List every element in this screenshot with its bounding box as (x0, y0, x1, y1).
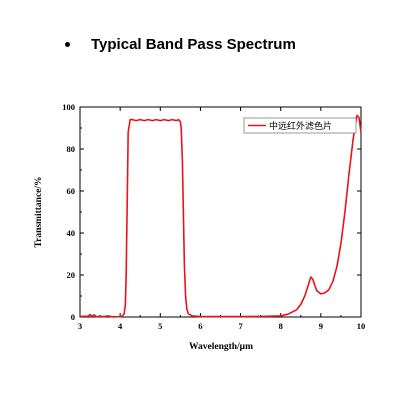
x-tick-label: 7 (238, 321, 243, 331)
series-line (79, 114, 362, 318)
y-axis-title: Transmittance/% (34, 176, 44, 247)
x-tick-label: 4 (118, 321, 123, 331)
x-tick-label: 6 (198, 321, 202, 331)
y-tick-label: 0 (71, 312, 75, 322)
heading-text: Typical Band Pass Spectrum (91, 36, 296, 53)
x-tick-label: 10 (357, 321, 366, 331)
y-tick-label: 80 (67, 144, 76, 154)
plot-frame (79, 106, 362, 318)
series-layer (79, 114, 362, 318)
x-tick-label: 8 (279, 321, 283, 331)
x-tick-label: 9 (319, 321, 323, 331)
x-axis-title: Wavelength/μm (189, 342, 253, 352)
legend: 中远红外滤色片 (243, 117, 357, 134)
slide-heading: Typical Band Pass Spectrum (65, 36, 296, 53)
x-tick-label: 3 (78, 321, 82, 331)
legend-box (243, 117, 357, 134)
y-tick-label: 60 (67, 186, 76, 196)
y-tick-label: 100 (62, 102, 75, 112)
y-tick-label: 40 (67, 228, 76, 238)
legend-label: 中远红外滤色片 (269, 120, 332, 132)
bullet-icon (65, 42, 70, 47)
x-tick-label: 5 (158, 321, 162, 331)
y-tick-label: 20 (67, 270, 76, 280)
